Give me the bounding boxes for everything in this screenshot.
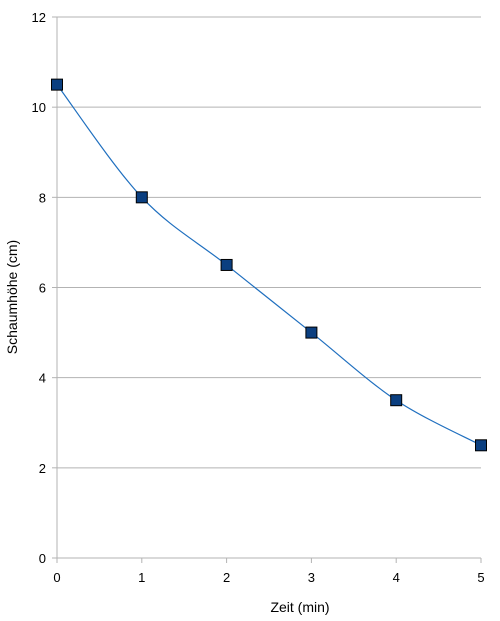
y-axis-title: Schaumhöhe (cm): [4, 240, 20, 354]
data-point-3: [305, 326, 318, 339]
grid-lines: [57, 16, 481, 469]
data-point-1: [135, 191, 148, 204]
y-tick-label: 0: [39, 551, 46, 566]
series-line-0: [56, 84, 482, 446]
y-tick-label: 4: [39, 371, 46, 386]
y-tick-label: 8: [39, 190, 46, 205]
x-tick-label: 1: [138, 570, 145, 585]
data-point-0: [51, 78, 63, 91]
y-tick-label: 10: [32, 100, 46, 115]
data-points: [51, 78, 487, 452]
x-tick-label: 2: [223, 570, 230, 585]
x-tick-label: 5: [477, 570, 484, 585]
data-point-4: [390, 394, 403, 407]
series-lines: [56, 84, 482, 446]
x-axis-title: Zeit (min): [270, 599, 329, 615]
y-tick-label: 12: [32, 10, 46, 25]
axes: [52, 16, 482, 563]
x-tick-label: 0: [53, 570, 60, 585]
data-point-5: [475, 439, 487, 452]
y-tick-label: 2: [39, 461, 46, 476]
x-tick-label: 3: [308, 570, 315, 585]
x-tick-label: 4: [393, 570, 400, 585]
y-tick-label: 6: [39, 281, 46, 296]
data-point-2: [220, 258, 233, 271]
